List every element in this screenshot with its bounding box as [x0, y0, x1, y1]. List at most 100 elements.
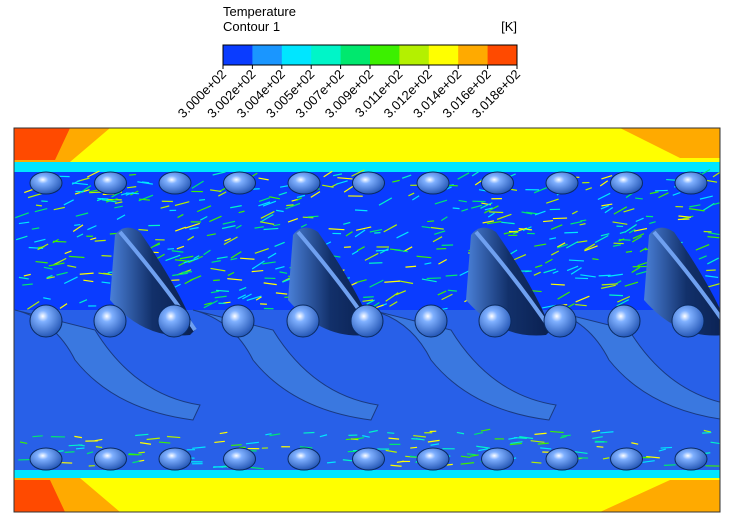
velocity-arrow [631, 442, 639, 445]
velocity-arrow [216, 256, 228, 260]
velocity-arrow [408, 192, 415, 197]
velocity-arrow [210, 290, 220, 294]
blade-edge [652, 230, 720, 321]
velocity-arrow [368, 429, 378, 433]
velocity-arrow [456, 431, 465, 435]
velocity-arrow [116, 214, 126, 220]
velocity-arrow [510, 441, 523, 445]
velocity-arrow [46, 276, 55, 280]
velocity-arrow [430, 443, 440, 446]
velocity-arrow [15, 235, 28, 241]
velocity-arrow [199, 215, 208, 221]
velocity-arrow [53, 257, 67, 266]
velocity-arrow [544, 258, 553, 264]
velocity-arrow [230, 251, 242, 259]
velocity-arrow [198, 198, 206, 201]
colorbar-swatch [370, 45, 400, 65]
velocity-arrow [27, 301, 40, 310]
velocity-arrow [619, 231, 626, 234]
half-sphere [94, 171, 127, 195]
velocity-arrow [604, 207, 614, 214]
velocity-arrow [230, 205, 242, 209]
velocity-arrow [307, 215, 319, 218]
velocity-arrow [183, 257, 199, 264]
velocity-arrow [203, 300, 218, 309]
velocity-arrow [351, 281, 358, 286]
velocity-arrow [434, 199, 448, 205]
velocity-arrow [561, 434, 571, 437]
velocity-arrow [90, 237, 97, 241]
velocity-arrow [489, 211, 504, 214]
velocity-arrow [375, 249, 389, 252]
velocity-arrow [235, 224, 242, 229]
velocity-arrow [480, 428, 491, 432]
velocity-arrow [238, 210, 245, 214]
velocity-arrow [519, 436, 534, 440]
velocity-arrow [457, 172, 470, 180]
velocity-arrow [571, 210, 578, 215]
velocity-arrow [172, 272, 188, 277]
velocity-arrow [625, 250, 633, 253]
velocity-arrow [177, 213, 184, 219]
velocity-arrow [639, 247, 647, 253]
colorbar: 3.000e+023.002e+023.004e+023.005e+023.00… [175, 44, 523, 121]
velocity-arrow [646, 455, 660, 459]
velocity-arrow [513, 253, 527, 261]
velocity-arrow [141, 181, 150, 184]
velocity-arrow [240, 257, 255, 260]
velocity-arrow [678, 215, 692, 218]
velocity-arrow [166, 435, 181, 439]
velocity-arrow [394, 249, 408, 253]
colorbar-swatch [340, 45, 371, 65]
velocity-arrow [458, 199, 467, 203]
velocity-arrow [356, 279, 367, 284]
velocity-arrow [125, 191, 134, 196]
velocity-arrow [634, 227, 648, 232]
velocity-arrow [440, 216, 448, 222]
velocity-arrow [211, 260, 221, 263]
velocity-arrow [396, 231, 409, 239]
velocity-arrow [389, 301, 398, 307]
velocity-arrow [522, 226, 532, 232]
velocity-arrow [32, 435, 43, 438]
velocity-arrow [635, 217, 644, 223]
velocity-arrow [336, 180, 348, 185]
velocity-arrow [564, 231, 578, 234]
velocity-arrow [79, 272, 94, 275]
velocity-arrow [712, 171, 720, 178]
velocity-arrow [35, 204, 43, 207]
velocity-arrow [362, 435, 370, 438]
velocity-arrow [566, 265, 579, 272]
velocity-arrow [470, 454, 479, 457]
velocity-arrow [421, 225, 431, 229]
velocity-arrow [276, 209, 284, 213]
velocity-arrow [596, 445, 604, 448]
velocity-arrow [550, 430, 564, 434]
colorbar-swatch [311, 45, 342, 65]
velocity-arrow [526, 211, 539, 215]
velocity-arrow [260, 221, 275, 225]
velocity-arrow [575, 303, 587, 307]
velocity-arrow [570, 221, 583, 225]
velocity-arrow [160, 205, 170, 209]
half-sphere [481, 447, 514, 471]
sphere [350, 304, 384, 338]
velocity-arrow [86, 170, 100, 178]
velocity-arrow [557, 291, 570, 300]
velocity-arrow [267, 252, 277, 259]
velocity-arrow [275, 292, 288, 295]
velocity-arrow [167, 248, 175, 250]
velocity-arrow [542, 304, 556, 309]
velocity-arrow [184, 278, 194, 285]
velocity-arrow [351, 250, 359, 255]
velocity-arrow [203, 249, 211, 256]
velocity-arrow [337, 177, 353, 180]
velocity-arrow [617, 295, 631, 303]
velocity-arrow [460, 462, 475, 465]
velocity-arrow [94, 239, 106, 242]
velocity-arrow [222, 220, 236, 225]
velocity-arrow [216, 289, 230, 292]
velocity-arrow [703, 429, 712, 433]
velocity-arrow [533, 187, 548, 194]
velocity-arrow [165, 254, 181, 262]
